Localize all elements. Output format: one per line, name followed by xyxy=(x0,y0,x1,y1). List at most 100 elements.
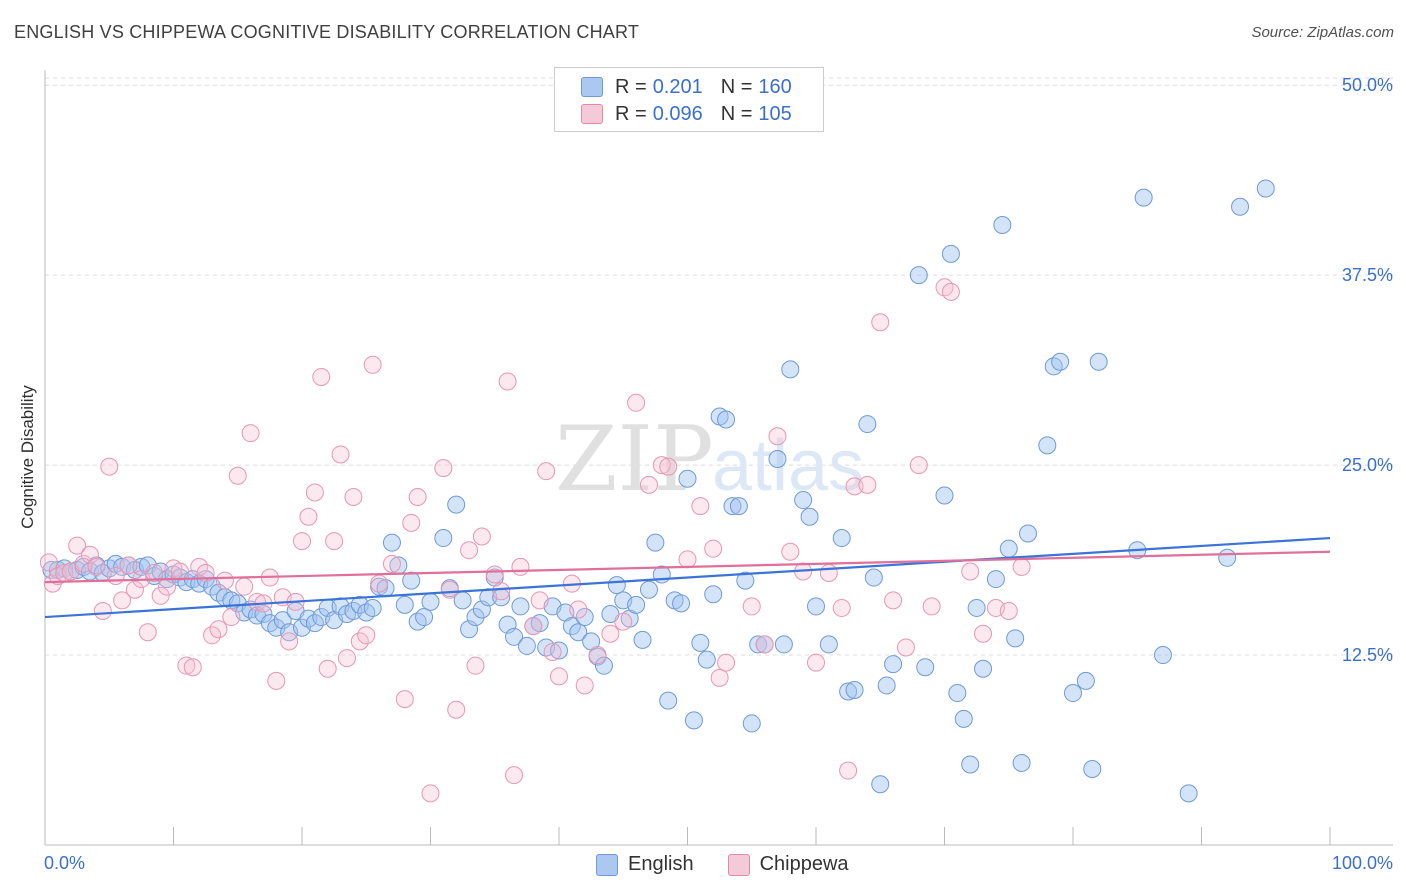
chippewa-point xyxy=(652,456,671,475)
source-label: Source: ZipAtlas.com xyxy=(1251,24,1394,41)
n-value: 160 xyxy=(758,75,792,98)
chippewa-point xyxy=(100,457,119,476)
chippewa-point xyxy=(337,649,356,668)
chart-title: ENGLISH VS CHIPPEWA COGNITIVE DISABILITY… xyxy=(14,22,640,42)
english-point xyxy=(672,594,691,613)
english-point xyxy=(948,684,967,703)
chippewa-point xyxy=(170,562,189,581)
chippewa-point xyxy=(235,577,254,596)
y-tick-label: 50.0% xyxy=(1342,75,1393,95)
chippewa-point xyxy=(357,626,376,645)
chippewa-point xyxy=(485,565,504,584)
english-point xyxy=(363,598,382,617)
english-point xyxy=(967,598,986,617)
chippewa-point xyxy=(370,574,389,593)
chippewa-point xyxy=(248,592,267,611)
chippewa-point xyxy=(177,656,196,675)
english-point xyxy=(864,568,883,587)
watermark-zip: ZIP xyxy=(555,407,714,512)
chippewa-point xyxy=(434,459,453,478)
watermark: ZIP atlas xyxy=(555,407,864,512)
chippewa-point xyxy=(569,600,588,619)
chippewa-point xyxy=(935,278,954,297)
chippewa-point xyxy=(550,667,568,686)
chippewa-point xyxy=(839,761,858,780)
chippewa-point xyxy=(395,690,414,709)
n-value: 105 xyxy=(758,102,792,125)
chippewa-point xyxy=(183,658,202,677)
english-point xyxy=(768,450,787,469)
chippewa-point xyxy=(768,427,787,446)
english-point xyxy=(1006,629,1025,648)
english-point xyxy=(941,244,960,263)
english-point xyxy=(402,571,421,590)
chippewa-point xyxy=(68,536,87,555)
english-point xyxy=(794,491,813,510)
english-point xyxy=(736,571,755,590)
chippewa-point xyxy=(113,591,132,610)
english-point xyxy=(1134,188,1153,207)
english-point xyxy=(986,570,1005,589)
chippewa-swatch xyxy=(581,104,603,124)
english-point xyxy=(1179,784,1198,803)
chippewa-point xyxy=(241,424,260,443)
english-point xyxy=(170,568,189,587)
chippewa-point xyxy=(305,483,324,502)
legend-item-chippewa[interactable]: Chippewa xyxy=(727,853,849,876)
english-point xyxy=(575,608,594,627)
legend-label-chippewa: Chippewa xyxy=(759,853,849,875)
english-point xyxy=(774,635,793,654)
english-point xyxy=(832,529,851,548)
chippewa-point xyxy=(704,539,723,558)
english-point xyxy=(839,682,858,701)
chippewa-point xyxy=(125,580,144,599)
english-point xyxy=(1218,548,1237,567)
english-point xyxy=(909,266,928,285)
chippewa-point xyxy=(755,635,774,654)
english-trend-line xyxy=(44,536,1331,619)
chippewa-point xyxy=(896,638,915,657)
chippewa-point xyxy=(588,646,607,665)
english-point xyxy=(434,529,453,548)
english-swatch xyxy=(581,77,603,97)
chippewa-point xyxy=(209,620,228,639)
legend-item-english[interactable]: English xyxy=(596,853,694,876)
english-point xyxy=(781,360,800,379)
chippewa-point xyxy=(807,653,825,672)
chippewa-point xyxy=(318,659,337,678)
english-point xyxy=(1064,684,1082,703)
english-point xyxy=(100,559,119,578)
english-point xyxy=(704,585,723,604)
english-point xyxy=(729,497,748,516)
chippewa-point xyxy=(466,656,485,675)
english-point xyxy=(684,711,703,730)
english-point xyxy=(607,576,626,595)
english-point xyxy=(1044,357,1063,376)
n-label: N = xyxy=(720,75,753,98)
chippewa-point xyxy=(511,557,530,576)
english-point xyxy=(1083,760,1102,779)
english-point xyxy=(1076,671,1095,690)
english-point xyxy=(511,597,530,616)
english-point xyxy=(627,595,646,614)
english-swatch xyxy=(596,853,618,876)
english-point xyxy=(505,627,524,646)
english-point xyxy=(742,714,761,733)
chippewa-point xyxy=(961,562,980,581)
chippewa-point xyxy=(447,700,466,719)
english-points xyxy=(42,179,1275,803)
english-point xyxy=(357,603,376,622)
chippewa-point xyxy=(614,612,633,631)
chippewa-point xyxy=(543,643,562,662)
chippewa-point xyxy=(402,513,421,532)
english-point xyxy=(421,592,440,611)
chippewa-point xyxy=(145,563,164,582)
english-point xyxy=(723,497,742,516)
chippewa-point xyxy=(601,624,620,643)
chippewa-point xyxy=(228,466,247,485)
grid-lines xyxy=(45,77,1393,656)
english-point xyxy=(1012,753,1031,772)
chippewa-point xyxy=(363,355,382,374)
chippewa-point xyxy=(331,445,350,464)
english-point xyxy=(633,630,652,649)
